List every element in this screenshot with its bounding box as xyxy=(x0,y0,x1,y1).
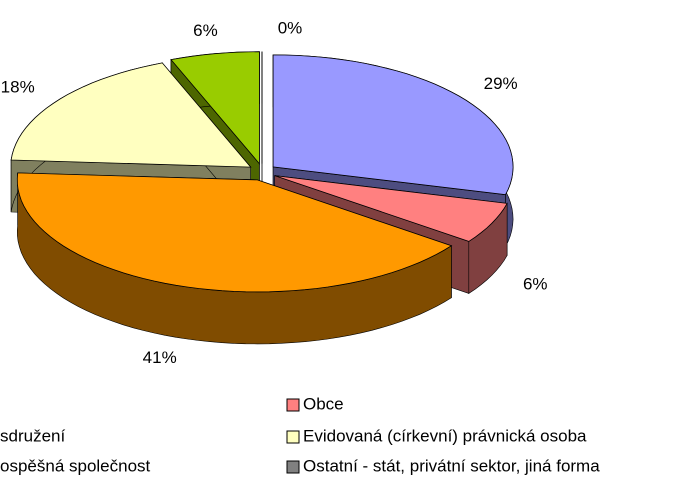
legend-label: ospěšná společnost xyxy=(0,456,151,475)
legend-swatch xyxy=(286,430,300,444)
data-label: 41% xyxy=(143,348,177,367)
legend-label: Evidovaná (církevní) právnická osoba xyxy=(303,426,587,445)
slice-top xyxy=(16,172,453,293)
data-label: 6% xyxy=(523,274,548,293)
slice xyxy=(16,172,453,345)
slice-top xyxy=(272,54,514,196)
data-label: 29% xyxy=(484,74,518,93)
slice-top xyxy=(274,175,508,242)
slice-top xyxy=(170,51,260,165)
legend-label: Obce xyxy=(303,394,344,413)
data-label: 6% xyxy=(193,21,218,40)
legend-label: Ostatní - stát, privátní sektor, jiná fo… xyxy=(303,456,600,475)
legend-swatch xyxy=(286,460,300,474)
data-label: 0% xyxy=(278,19,303,38)
slice-top xyxy=(10,62,252,168)
legend-swatch xyxy=(286,398,300,412)
data-label: 18% xyxy=(1,78,35,97)
legend-label: sdružení xyxy=(0,426,65,445)
